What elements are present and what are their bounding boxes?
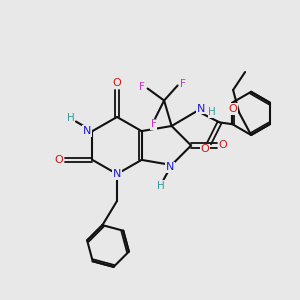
Text: N: N	[83, 126, 91, 136]
Text: O: O	[112, 78, 122, 88]
Text: N: N	[113, 169, 121, 179]
Text: F: F	[180, 79, 186, 89]
Text: O: O	[219, 140, 228, 151]
Text: O: O	[229, 104, 238, 114]
Text: F: F	[139, 82, 145, 92]
Text: O: O	[54, 155, 63, 165]
Text: N: N	[196, 103, 205, 114]
Text: H: H	[208, 107, 216, 118]
Text: O: O	[200, 144, 209, 154]
Text: H: H	[67, 113, 74, 124]
Text: H: H	[157, 181, 165, 191]
Text: F: F	[151, 119, 157, 130]
Text: N: N	[166, 162, 174, 172]
